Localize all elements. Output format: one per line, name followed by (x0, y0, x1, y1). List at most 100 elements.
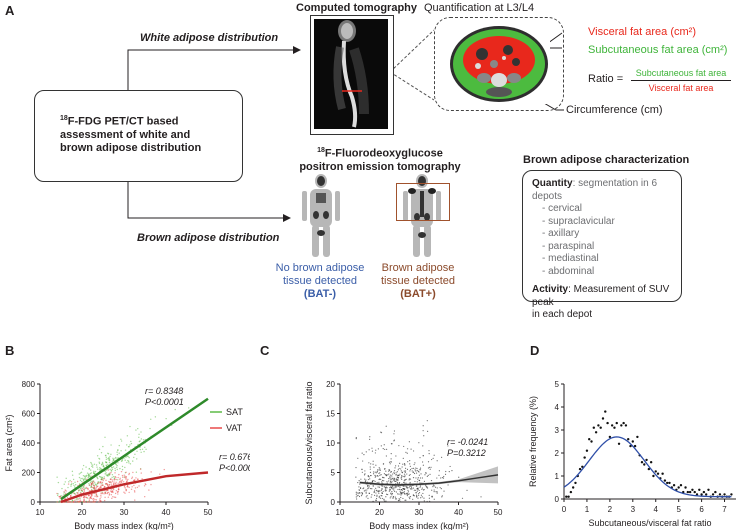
chart-c-point (375, 492, 377, 494)
chart-c-point (412, 477, 415, 479)
chart-b-point-vat (143, 485, 146, 487)
chart-c-x-tick-label: 20 (375, 508, 384, 517)
chart-b-point-vat (92, 501, 95, 503)
chart-b-point-sat (107, 452, 109, 455)
chart-b-point-sat (111, 474, 114, 476)
chart-c-point (355, 476, 357, 478)
chart-c-point (371, 481, 374, 483)
chart-c-point (433, 454, 435, 456)
chart-c-point (403, 482, 405, 484)
chart-b-y-tick-label: 400 (22, 439, 36, 448)
chart-b-point-vat (99, 482, 102, 484)
chart-c-point (374, 474, 376, 476)
chart-c-point (393, 472, 395, 475)
chart-b-point-vat (83, 485, 85, 487)
chart-b-point-sat (120, 438, 122, 441)
chart-c-point (433, 498, 435, 500)
chart-b-point-sat (57, 481, 60, 484)
chart-b-point-sat (79, 472, 82, 474)
chart-c-point (413, 472, 416, 475)
chart-b-point-vat (70, 496, 72, 498)
chart-b-point-vat (122, 476, 124, 478)
chart-d-point (700, 493, 703, 496)
chart-b-point-sat (87, 476, 89, 479)
chart-c-point (433, 491, 435, 493)
chart-b-point-vat (104, 483, 107, 485)
chart-c-point (417, 477, 419, 479)
chart-b-point-vat (101, 478, 103, 481)
chart-c-point (385, 425, 387, 427)
chart-b-point-vat (121, 474, 124, 477)
chart-c-point (374, 489, 376, 491)
chart-b-point-sat (140, 438, 143, 440)
chart-b-point-vat (145, 483, 147, 486)
chart-b-point-sat (80, 477, 82, 480)
chart-c-point (429, 473, 431, 475)
chart-b-point-vat (67, 483, 70, 485)
chart-c-point (433, 485, 435, 487)
chart-c-point (377, 448, 379, 450)
chart-b-point-vat (77, 493, 79, 495)
chart-c-point (390, 486, 392, 488)
chart-b-point-vat (131, 486, 133, 488)
chart-b-point-sat (114, 469, 117, 472)
chart-b-x-tick-label: 10 (36, 508, 45, 517)
chart-c-point (409, 460, 411, 462)
chart-c-point (390, 458, 392, 460)
chart-d-point (636, 435, 639, 439)
chart-b-point-vat (132, 471, 134, 474)
chart-d-fit-curve (563, 436, 732, 498)
chart-c-point (442, 477, 445, 479)
chart-b-point-vat (105, 479, 107, 482)
chart-b-point-sat (103, 466, 105, 468)
chart-b-point-vat (125, 490, 127, 492)
chart-b-point-vat (119, 481, 121, 483)
chart-c-point (389, 477, 391, 479)
chart-b-point-sat (129, 463, 132, 465)
chart-b-point-sat (90, 480, 92, 483)
chart-b-point-sat (110, 453, 112, 455)
chart-b-point-vat (93, 488, 96, 490)
chart-c-point (416, 467, 418, 470)
chart-b-point-vat (103, 499, 106, 502)
chart-b-point-sat (129, 444, 131, 446)
chart-c-point (403, 463, 406, 465)
chart-c-point (372, 460, 374, 462)
chart-c-point (361, 471, 363, 473)
chart-b-point-vat (108, 493, 111, 495)
chart-b-point-vat (110, 489, 113, 491)
chart-b-point-vat (120, 470, 123, 473)
chart-c-point (379, 478, 381, 480)
chart-b-point-sat (81, 468, 84, 470)
chart-b-point-sat (136, 458, 138, 460)
chart-b-point-sat (82, 475, 85, 477)
chart-b-point-sat (112, 458, 115, 461)
chart-c-point (385, 470, 387, 472)
chart-c-point (383, 473, 386, 475)
chart-c-point (385, 455, 387, 457)
chart-b-point-vat (96, 496, 98, 498)
chart-d-point (629, 444, 632, 448)
panel-label-c: C (260, 343, 270, 358)
chart-b-point-vat (117, 482, 119, 485)
chart-c-point (393, 489, 395, 491)
chart-c-point (374, 471, 376, 473)
chart-c-point (371, 494, 373, 496)
chart-b-point-sat (72, 478, 75, 481)
chart-b-point-vat (131, 477, 133, 480)
panel-label-b: B (5, 343, 15, 358)
chart-c-point (432, 457, 434, 459)
chart-c-point (393, 430, 396, 432)
chart-c-point (410, 486, 413, 488)
chart-b-point-vat (150, 483, 152, 486)
chart-c-point (400, 488, 402, 491)
chart-c-point (379, 474, 381, 476)
chart-c-point (401, 466, 403, 468)
chart-b-point-sat (116, 468, 118, 471)
chart-b-point-sat (70, 485, 72, 487)
chart-b-point-sat (79, 479, 82, 482)
chart-b-point-sat (105, 456, 107, 458)
chart-b-point-vat (83, 488, 85, 490)
chart-c-point (436, 487, 438, 489)
chart-b-point-sat (124, 459, 126, 461)
